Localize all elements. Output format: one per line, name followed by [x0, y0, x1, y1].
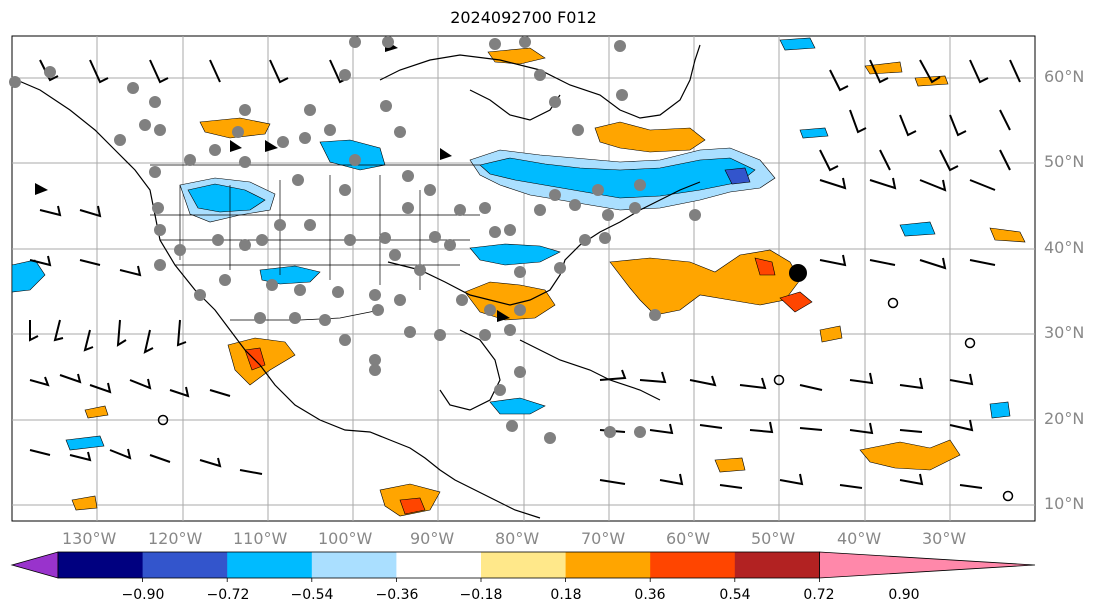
colorbar-tick-label: −0.36 [375, 587, 419, 603]
colorbar-extend-high [819, 551, 1036, 579]
colorbar-segment [396, 552, 482, 578]
colorbar-tick-label: −0.54 [290, 587, 334, 603]
markers [157, 264, 1014, 502]
positive-anomaly-fills [71, 47, 1026, 517]
lat-label-50n: 50°N [1044, 152, 1085, 171]
lon-label-50w: 50°W [751, 529, 796, 548]
lon-label-120w: 120°W [148, 529, 203, 548]
colorbar-tick-label: 0.54 [719, 587, 751, 603]
colorbar-tick-label: 0.18 [550, 587, 582, 603]
colorbar-tick-label: −0.72 [206, 587, 250, 603]
colorbar-segment [650, 552, 736, 578]
wind-barb-flags [35, 40, 510, 322]
colorbar-segment [734, 552, 820, 578]
colorbar-segment [142, 552, 228, 578]
lon-label-60w: 60°W [666, 529, 711, 548]
lon-label-100w: 100°W [318, 529, 373, 548]
negative-anomaly-fills [11, 37, 1011, 451]
lon-label-110w: 110°W [233, 529, 288, 548]
colorbar-segment [481, 552, 567, 578]
colorbar-segment [311, 552, 397, 578]
station-dots [9, 36, 701, 444]
lon-label-130w: 130°W [62, 529, 117, 548]
colorbar-extend-low [10, 551, 59, 579]
lon-label-80w: 80°W [495, 529, 540, 548]
lat-label-20n: 20°N [1044, 409, 1085, 428]
colorbar-tick-label: −0.18 [459, 587, 503, 603]
colorbar-tick-label: 0.72 [803, 587, 835, 603]
colorbar-tick-label: −0.90 [121, 587, 165, 603]
coastlines [11, 44, 701, 519]
map-title: 2024092700 F012 [450, 8, 597, 27]
colorbar-outline [57, 551, 820, 579]
lon-label-70w: 70°W [581, 529, 626, 548]
lat-label-60n: 60°N [1044, 67, 1085, 86]
lat-label-30n: 30°N [1044, 323, 1085, 342]
lat-label-40n: 40°N [1044, 238, 1085, 257]
lon-label-90w: 90°W [410, 529, 455, 548]
lon-label-40w: 40°W [837, 529, 882, 548]
lon-label-30w: 30°W [922, 529, 967, 548]
colorbar-segment [565, 552, 651, 578]
colorbar-tick-label: 0.90 [888, 587, 920, 603]
colorbar [10, 551, 1036, 582]
lat-label-10n: 10°N [1044, 494, 1085, 513]
colorbar-segment [58, 552, 144, 578]
colorbar-tick-label: 0.36 [634, 587, 666, 603]
colorbar-segment [227, 552, 313, 578]
